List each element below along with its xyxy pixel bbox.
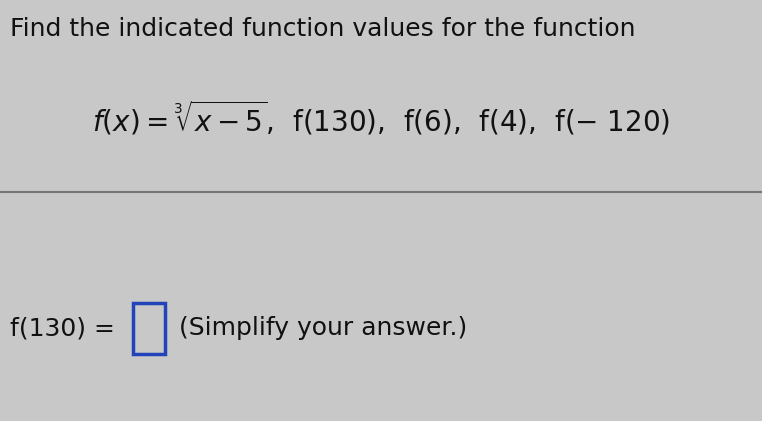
Text: Find the indicated function values for the function: Find the indicated function values for t… (10, 17, 636, 41)
FancyBboxPatch shape (133, 303, 165, 354)
Text: (Simplify your answer.): (Simplify your answer.) (179, 316, 467, 341)
Text: $f(x) = \sqrt[3]{x-5}$,  f(130),  f(6),  f(4),  f(− 120): $f(x) = \sqrt[3]{x-5}$, f(130), f(6), f(… (92, 99, 670, 137)
Text: f(130) =: f(130) = (10, 316, 123, 341)
